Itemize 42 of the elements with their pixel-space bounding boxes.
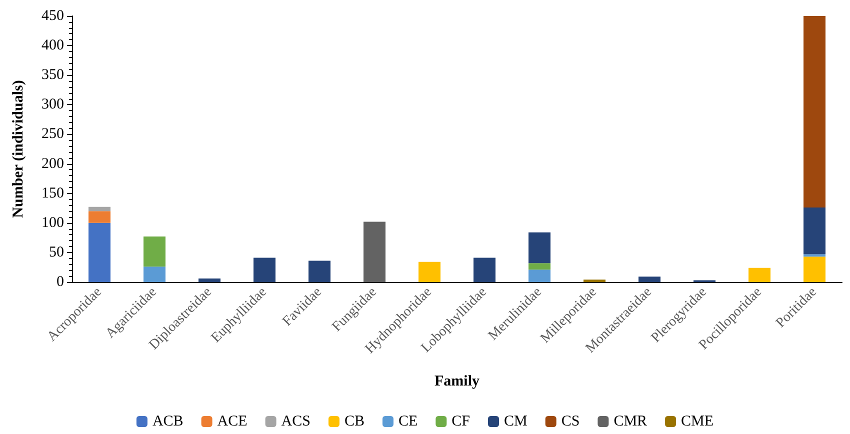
bar — [364, 222, 386, 282]
bar — [528, 263, 550, 270]
y-tick-label: 100 — [42, 214, 64, 231]
bar — [528, 232, 550, 264]
bar — [144, 236, 166, 267]
legend-label: CB — [344, 414, 364, 430]
bar — [804, 256, 826, 282]
y-tick-label: 400 — [42, 38, 64, 54]
bar — [144, 266, 166, 282]
y-tick-label: 300 — [42, 96, 64, 113]
y-tick-label: 250 — [42, 126, 64, 142]
bar — [528, 270, 550, 282]
legend-label: CMR — [614, 414, 648, 430]
bar — [638, 276, 660, 282]
bar — [474, 258, 496, 282]
bar — [88, 222, 110, 282]
y-tick-label: 450 — [42, 8, 64, 24]
legend-label: CS — [561, 414, 580, 430]
legend-label: CF — [452, 414, 470, 430]
y-tick-label: 50 — [49, 244, 64, 260]
legend-label: ACS — [281, 414, 310, 430]
legend-label: ACE — [217, 414, 248, 430]
bar — [198, 278, 220, 282]
legend-label: CME — [681, 414, 714, 430]
bar — [418, 262, 440, 282]
bar — [804, 254, 826, 257]
legend-label: CM — [504, 414, 528, 430]
bar — [748, 268, 770, 282]
bar — [308, 260, 330, 282]
y-tick-label: 350 — [42, 67, 64, 84]
legend-label: ACB — [152, 414, 184, 430]
y-axis-title: Number (individuals) — [10, 80, 26, 218]
bar — [88, 211, 110, 223]
legend-label: CE — [398, 414, 418, 430]
bar — [88, 206, 110, 212]
y-tick-label: 150 — [42, 185, 64, 202]
y-tick-label: 200 — [42, 156, 64, 172]
x-axis-title: Family — [434, 374, 480, 390]
bar — [804, 16, 826, 208]
y-tick-label: 0 — [56, 274, 64, 290]
bar — [254, 258, 276, 282]
bar — [804, 208, 826, 254]
